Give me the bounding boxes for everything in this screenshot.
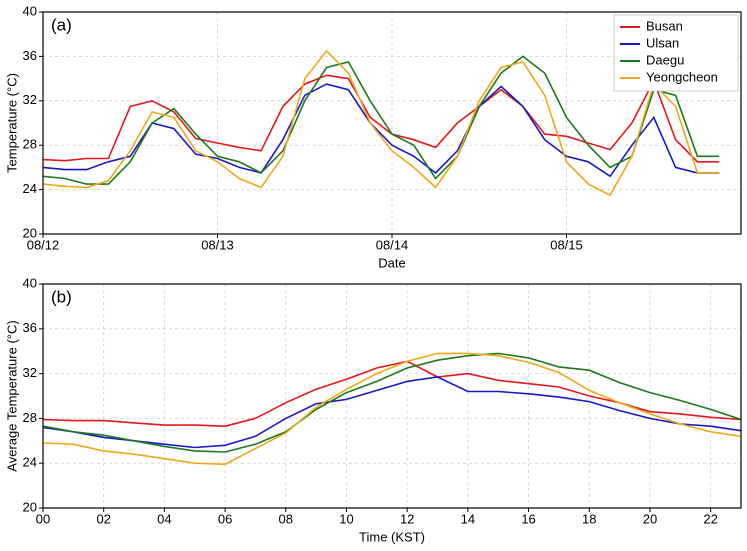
x-tick-label: 06 bbox=[218, 511, 232, 526]
x-tick-label: 22 bbox=[703, 511, 717, 526]
x-tick-label: 14 bbox=[461, 511, 475, 526]
y-tick-label: 40 bbox=[23, 3, 37, 18]
series-line bbox=[43, 352, 741, 466]
x-tick-label: 04 bbox=[157, 511, 171, 526]
y-tick-label: 32 bbox=[23, 365, 37, 380]
x-tick-label: 12 bbox=[400, 511, 414, 526]
y-axis-label: Average Temperature (°C) bbox=[4, 320, 19, 471]
y-tick-label: 24 bbox=[23, 181, 37, 196]
y-tick-label: 24 bbox=[23, 455, 37, 470]
x-tick-label: 10 bbox=[339, 511, 353, 526]
y-tick-label: 20 bbox=[23, 225, 37, 240]
series-line bbox=[43, 83, 720, 178]
x-axis-label: Time (KST) bbox=[359, 529, 425, 544]
series-line bbox=[43, 49, 720, 197]
x-tick-label: 02 bbox=[96, 511, 110, 526]
x-tick-label: 08/14 bbox=[376, 237, 409, 252]
x-axis-label: Date bbox=[378, 255, 405, 270]
series-line bbox=[43, 55, 720, 185]
legend-label: Daegu bbox=[646, 52, 684, 67]
y-tick-label: 20 bbox=[23, 499, 37, 514]
x-tick-label: 08/12 bbox=[27, 237, 60, 252]
panel-label: (b) bbox=[51, 287, 72, 306]
series-line bbox=[43, 352, 741, 453]
legend-label: Busan bbox=[646, 18, 683, 33]
x-tick-label: 18 bbox=[582, 511, 596, 526]
series-line bbox=[43, 360, 741, 428]
series-line bbox=[43, 74, 720, 163]
y-tick-label: 36 bbox=[23, 48, 37, 63]
x-tick-label: 16 bbox=[521, 511, 535, 526]
x-tick-label: 20 bbox=[643, 511, 657, 526]
plot-frame bbox=[42, 11, 742, 235]
y-tick-label: 40 bbox=[23, 275, 37, 290]
x-tick-label: 08/15 bbox=[550, 237, 583, 252]
series-line bbox=[43, 376, 741, 449]
x-tick-label: 08 bbox=[279, 511, 293, 526]
legend-label: Ulsan bbox=[646, 35, 679, 50]
x-tick-label: 00 bbox=[36, 511, 50, 526]
x-tick-label: 08/13 bbox=[201, 237, 234, 252]
y-axis-label: Temperature (°C) bbox=[4, 73, 19, 173]
y-tick-label: 28 bbox=[23, 410, 37, 425]
legend-label: Yeongcheon bbox=[646, 69, 718, 84]
plot-frame bbox=[42, 283, 742, 509]
y-tick-label: 36 bbox=[23, 320, 37, 335]
y-tick-label: 32 bbox=[23, 92, 37, 107]
y-tick-label: 28 bbox=[23, 137, 37, 152]
panel-label: (a) bbox=[51, 15, 72, 34]
